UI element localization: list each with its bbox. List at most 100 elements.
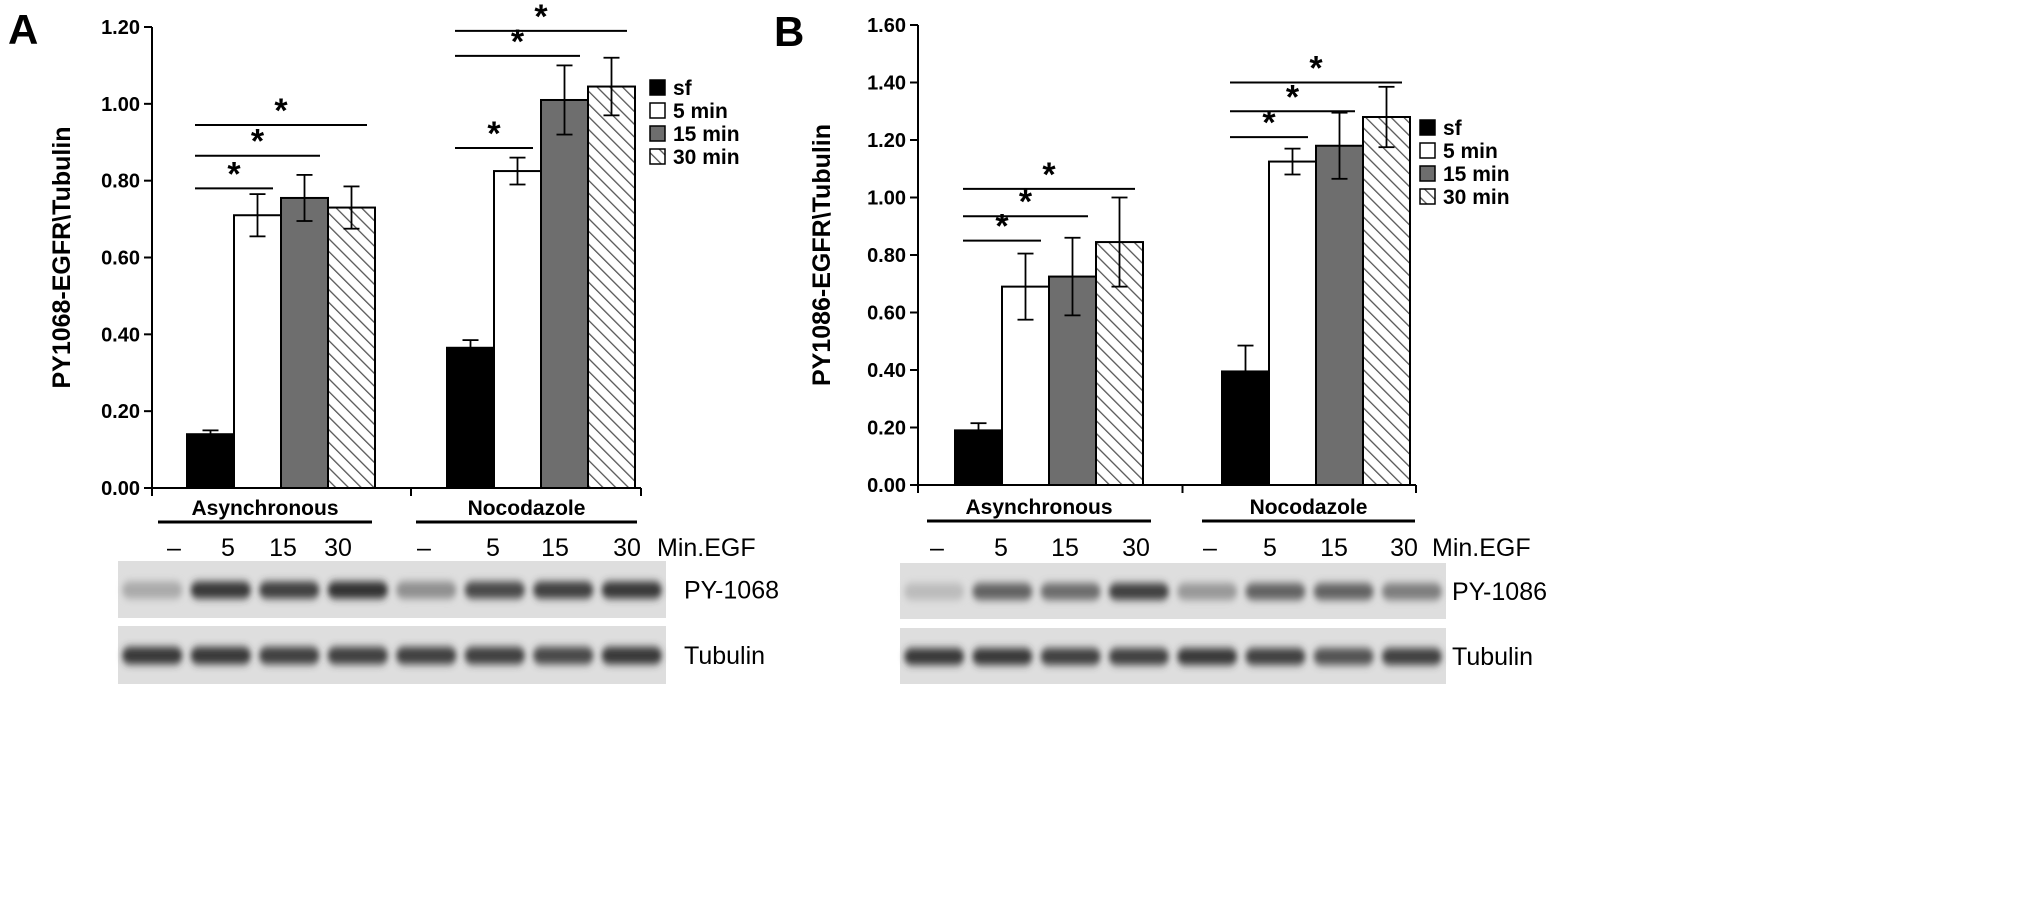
bar bbox=[446, 346, 495, 490]
significance-star: * bbox=[1262, 104, 1276, 142]
lane-label: – bbox=[417, 534, 431, 562]
lane-label: 5 bbox=[1263, 534, 1277, 562]
significance-star: * bbox=[251, 123, 265, 161]
lane-label: 15 bbox=[541, 534, 569, 562]
significance-star: * bbox=[995, 208, 1009, 246]
significance-star: * bbox=[227, 155, 241, 193]
blot-row-label: PY-1086 bbox=[1452, 578, 1547, 606]
bar bbox=[587, 85, 636, 489]
blot-band bbox=[464, 646, 525, 665]
legend-swatch bbox=[649, 125, 666, 142]
lane-label: 5 bbox=[486, 534, 500, 562]
legend-label: sf bbox=[1443, 117, 1463, 140]
blot-band bbox=[1381, 583, 1442, 600]
blot-bands bbox=[904, 583, 1442, 600]
blot-band bbox=[1108, 648, 1169, 665]
legend-swatch bbox=[1419, 119, 1436, 136]
y-axis-title: PY1086-EGFR\Tubulin bbox=[808, 124, 836, 386]
lane-label: 30 bbox=[1390, 534, 1418, 562]
bar bbox=[233, 214, 282, 489]
significance-star: * bbox=[511, 23, 525, 61]
y-tick-label: 0.00 bbox=[101, 478, 140, 500]
blot-band bbox=[1381, 648, 1442, 665]
legend-swatch bbox=[649, 102, 666, 119]
group-label: Asynchronous bbox=[191, 497, 338, 520]
y-tick-label: 0.40 bbox=[101, 324, 140, 346]
legend-label: 5 min bbox=[673, 100, 728, 123]
lane-label: 15 bbox=[1051, 534, 1079, 562]
significance-star: * bbox=[487, 115, 501, 153]
y-tick-label: 0.60 bbox=[867, 303, 906, 325]
bar bbox=[1362, 116, 1411, 486]
y-tick-label: 0.80 bbox=[867, 245, 906, 267]
blot-band bbox=[327, 581, 388, 599]
blot-band bbox=[1177, 648, 1238, 665]
lane-label: 30 bbox=[613, 534, 641, 562]
y-axis-title: PY1068-EGFR\Tubulin bbox=[48, 126, 76, 388]
lane-label: – bbox=[930, 534, 944, 562]
legend-label: 15 min bbox=[1443, 163, 1510, 186]
blot-band bbox=[533, 581, 594, 599]
significance-star: * bbox=[1309, 50, 1323, 88]
bar bbox=[280, 196, 329, 489]
y-tick-label: 1.20 bbox=[101, 17, 140, 39]
lane-label: 30 bbox=[1122, 534, 1150, 562]
group-label: Nocodazole bbox=[1250, 496, 1368, 519]
legend-label: 5 min bbox=[1443, 140, 1498, 163]
blot-band bbox=[122, 581, 183, 599]
y-tick-label: 0.60 bbox=[101, 248, 140, 270]
blot-bands bbox=[904, 648, 1442, 665]
blot-band bbox=[396, 581, 457, 599]
significance-star: * bbox=[534, 0, 548, 36]
blot-band bbox=[1177, 583, 1238, 600]
legend-label: 15 min bbox=[673, 123, 740, 146]
panel-label: B bbox=[774, 8, 804, 55]
blot-band bbox=[972, 648, 1033, 665]
bar bbox=[186, 433, 235, 490]
blot-row-label: Tubulin bbox=[684, 642, 765, 670]
legend-label: sf bbox=[673, 77, 693, 100]
blot-row-label: Tubulin bbox=[1452, 643, 1533, 671]
lane-label: 5 bbox=[221, 534, 235, 562]
significance-star: * bbox=[1042, 156, 1056, 194]
legend-swatch bbox=[1419, 188, 1436, 205]
y-tick-label: 0.40 bbox=[867, 360, 906, 382]
blot-band bbox=[1040, 583, 1101, 600]
blot-band bbox=[972, 583, 1033, 600]
lane-label: 15 bbox=[1320, 534, 1348, 562]
panel-b: B PY1086-EGFR\Tubulin 0.00 0.20 0.40 0.60 0.80… bbox=[774, 8, 1547, 684]
blot-band bbox=[904, 583, 965, 600]
group-label: Asynchronous bbox=[965, 496, 1112, 519]
y-tick-label: 0.20 bbox=[867, 418, 906, 440]
significance-star: * bbox=[274, 92, 288, 130]
blot-band bbox=[190, 646, 251, 665]
significance-star: * bbox=[1019, 183, 1033, 221]
blot-band bbox=[1245, 648, 1306, 665]
blot-band bbox=[1245, 583, 1306, 600]
blot-band bbox=[533, 646, 594, 665]
bar bbox=[1315, 144, 1364, 486]
blot-band bbox=[601, 581, 662, 599]
legend-swatch bbox=[1419, 165, 1436, 182]
blot-band bbox=[464, 581, 525, 599]
lane-header: Min.EGF bbox=[1432, 534, 1531, 562]
y-tick-label: 0.20 bbox=[101, 401, 140, 423]
panel-label: A bbox=[8, 6, 38, 53]
lane-label: 30 bbox=[324, 534, 352, 562]
lane-label: – bbox=[167, 534, 181, 562]
blot-row-label: PY-1068 bbox=[684, 577, 779, 605]
group-label: Nocodazole bbox=[468, 497, 586, 520]
bar bbox=[493, 170, 542, 489]
blot-band bbox=[259, 646, 320, 665]
y-tick-label: 1.20 bbox=[867, 130, 906, 152]
blot-bands bbox=[122, 646, 662, 665]
lane-header: Min.EGF bbox=[657, 534, 756, 562]
blot-bands bbox=[122, 581, 662, 599]
bar bbox=[1268, 160, 1317, 486]
blot-band bbox=[1040, 648, 1101, 665]
blot-band bbox=[327, 646, 388, 665]
legend-swatch bbox=[1419, 142, 1436, 159]
legend-swatch bbox=[649, 148, 666, 165]
blot-band bbox=[122, 646, 183, 665]
